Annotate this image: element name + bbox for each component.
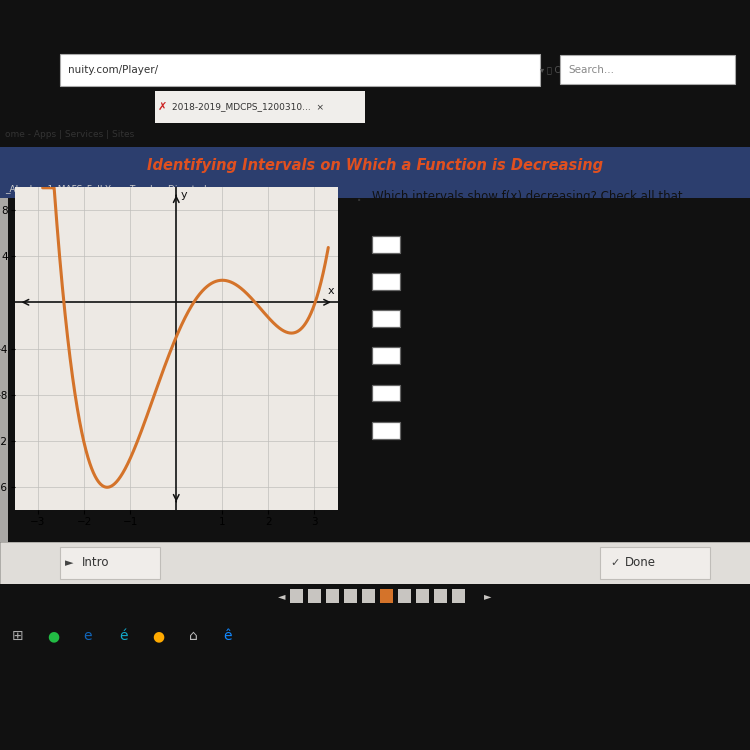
- Text: ▾ 🔒 C: ▾ 🔒 C: [540, 65, 560, 74]
- Text: Identifying Intervals on Which a Function is Decreasing: Identifying Intervals on Which a Functio…: [147, 158, 603, 172]
- Bar: [60, 54, 540, 86]
- Text: [−2.5, −2]: [−2.5, −2]: [412, 237, 477, 250]
- Bar: [362, 589, 375, 604]
- Text: apply.: apply.: [372, 208, 406, 220]
- Text: ◄: ◄: [278, 591, 286, 601]
- Text: Intro: Intro: [82, 556, 110, 569]
- Text: [2, 2.5): [2, 2.5): [412, 386, 456, 399]
- Text: ê: ê: [224, 629, 232, 643]
- Bar: [380, 589, 393, 604]
- Text: ►: ►: [65, 558, 74, 568]
- Text: nuity.com/Player/: nuity.com/Player/: [68, 64, 158, 75]
- Bar: [372, 385, 400, 401]
- Text: ✗: ✗: [158, 101, 167, 112]
- Text: ●: ●: [47, 629, 59, 643]
- Text: ✓: ✓: [610, 558, 620, 568]
- Bar: [0, 147, 750, 199]
- Bar: [372, 422, 400, 439]
- Bar: [155, 91, 365, 122]
- Text: x: x: [327, 286, 334, 296]
- Text: ●: ●: [152, 629, 164, 643]
- Bar: [372, 310, 400, 327]
- Bar: [326, 589, 339, 604]
- Bar: [308, 589, 321, 604]
- Text: Search...: Search...: [568, 64, 614, 75]
- Text: ome - Apps | Services | Sites: ome - Apps | Services | Sites: [5, 130, 134, 140]
- Text: 2018-2019_MDCPS_1200310...  ×: 2018-2019_MDCPS_1200310... ×: [172, 102, 324, 111]
- Bar: [452, 589, 465, 604]
- Text: (2.5, 3]: (2.5, 3]: [412, 423, 457, 436]
- Bar: [560, 55, 735, 84]
- Bar: [0, 199, 8, 542]
- Text: e: e: [84, 629, 92, 643]
- Bar: [290, 589, 303, 604]
- Bar: [600, 547, 710, 579]
- Text: Done: Done: [625, 556, 656, 569]
- Text: ·: ·: [356, 192, 362, 211]
- Bar: [60, 547, 160, 579]
- Text: ⌂: ⌂: [189, 629, 197, 643]
- Text: y: y: [181, 190, 188, 200]
- Bar: [344, 589, 357, 604]
- Text: _Algebra 1_MAFS_Full Year: Teacher Directed: _Algebra 1_MAFS_Full Year: Teacher Direc…: [5, 184, 206, 194]
- Bar: [398, 589, 411, 604]
- Bar: [416, 589, 429, 604]
- Text: [1.5, 2]: [1.5, 2]: [412, 349, 457, 361]
- Text: [−2, −1.5]: [−2, −1.5]: [412, 274, 477, 287]
- Text: é: é: [118, 629, 128, 643]
- Bar: [372, 347, 400, 364]
- Bar: [434, 589, 447, 604]
- Text: ►: ►: [484, 591, 491, 601]
- Text: [−1, 1): [−1, 1): [412, 311, 454, 325]
- Bar: [372, 236, 400, 253]
- Text: ⊞: ⊞: [12, 629, 24, 643]
- Bar: [372, 273, 400, 290]
- Text: Which intervals show f(x) decreasing? Check all that: Which intervals show f(x) decreasing? Ch…: [372, 190, 682, 203]
